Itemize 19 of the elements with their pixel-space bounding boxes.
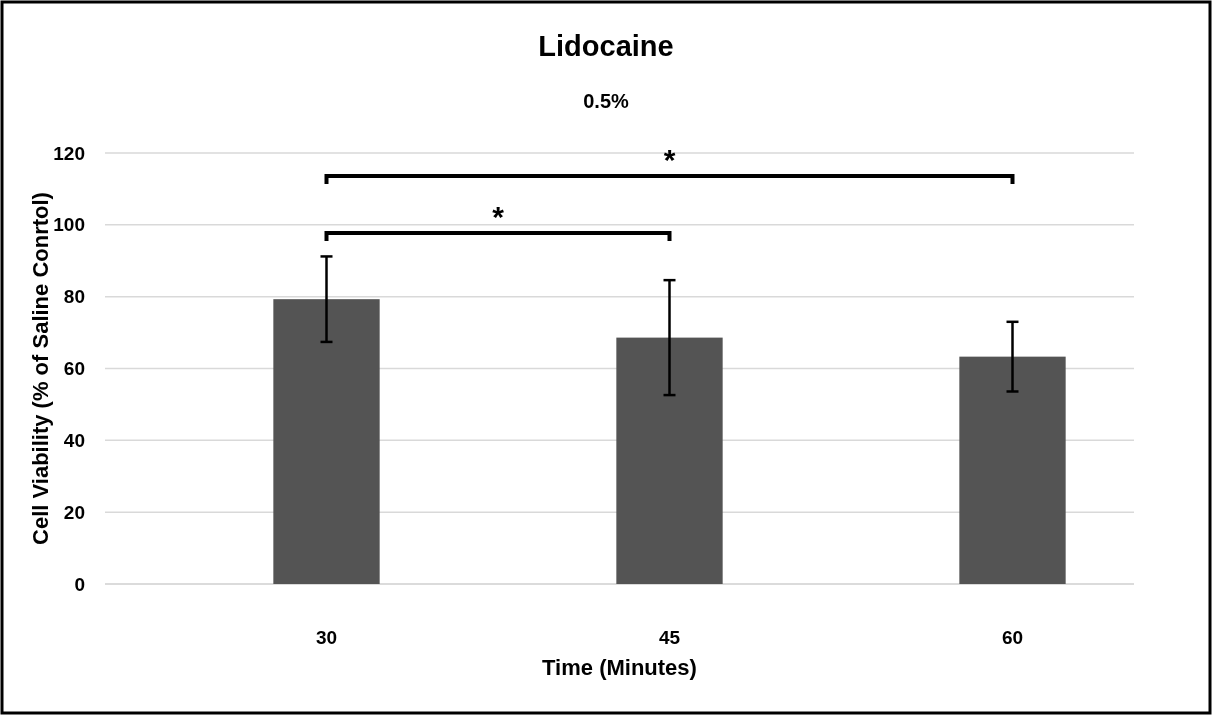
y-tick-label: 100	[53, 214, 85, 236]
chart-subtitle: 0.5%	[583, 90, 630, 112]
y-tick-label: 20	[63, 501, 85, 523]
bar	[959, 356, 1066, 584]
x-tick-label: 45	[658, 627, 681, 648]
bar	[273, 299, 380, 584]
y-axis-title: Cell Viability (% of Saline Conrtol)	[28, 192, 53, 545]
y-tick-label: 120	[53, 142, 85, 164]
x-tick-label: 60	[1001, 627, 1024, 648]
y-tick-label: 0	[74, 573, 85, 595]
y-tick-label: 80	[63, 286, 85, 308]
chart-title: Lidocaine	[538, 30, 674, 62]
x-tick-label: 30	[315, 627, 338, 648]
y-tick-label: 60	[63, 358, 85, 380]
x-axis-title: Time (Minutes)	[542, 655, 697, 680]
annotation: *	[663, 143, 676, 176]
annotation: *	[492, 200, 505, 233]
bar	[616, 337, 723, 584]
y-tick-label: 40	[63, 429, 85, 451]
